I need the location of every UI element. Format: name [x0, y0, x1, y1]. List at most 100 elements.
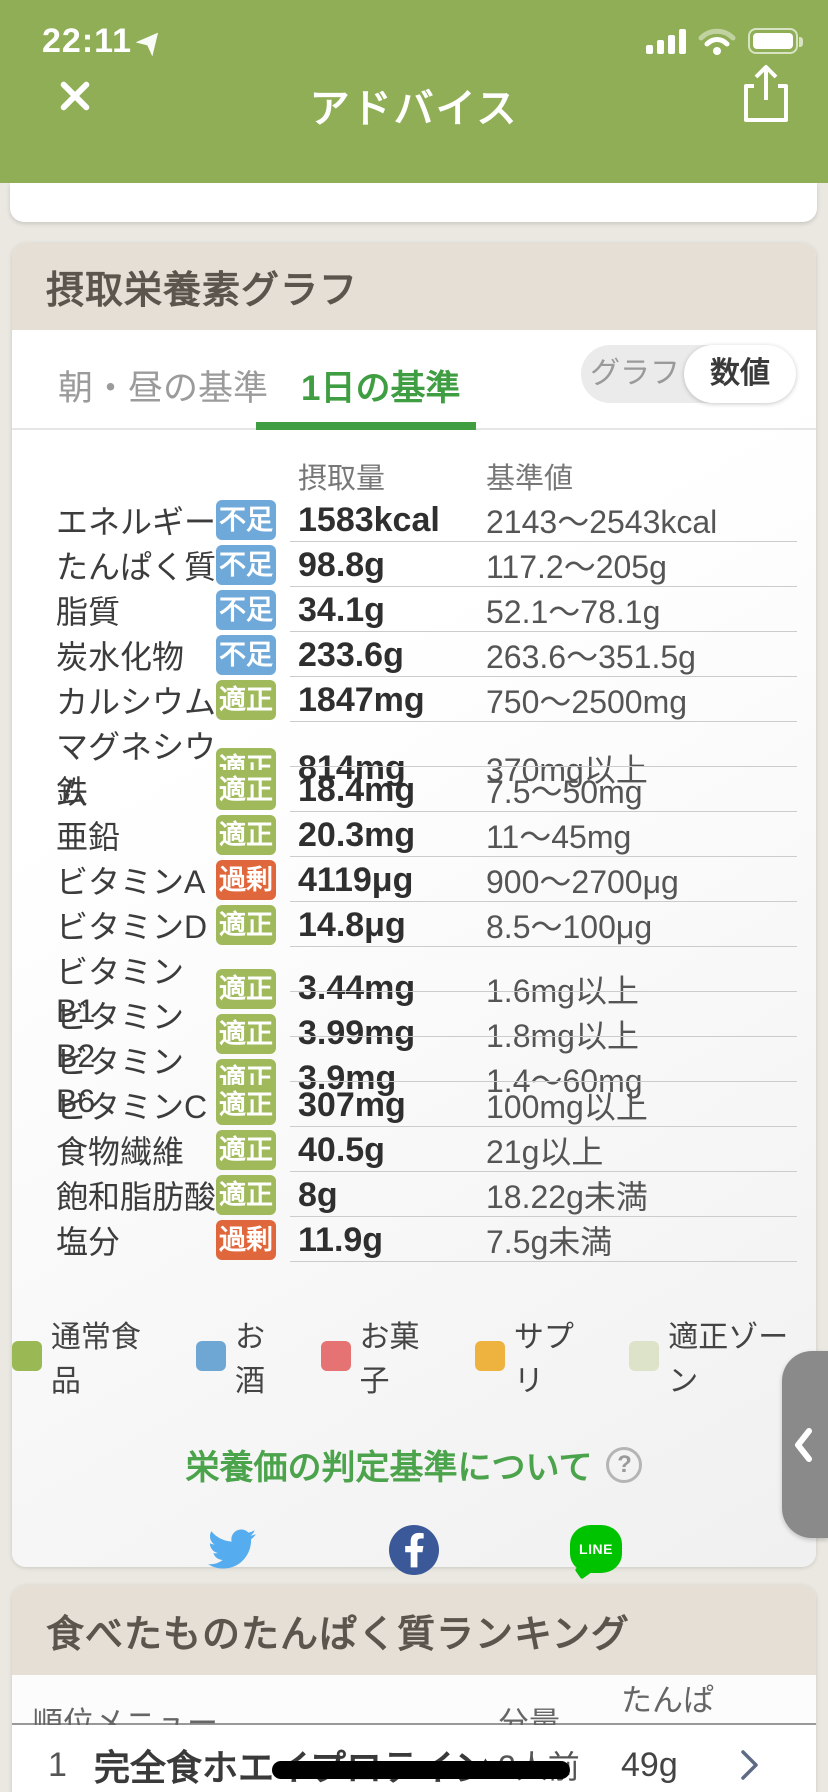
- clock-text: 22:11: [42, 21, 133, 60]
- nutrient-row: たんぱく質 不足 98.8g 117.2〜205g: [12, 542, 816, 587]
- toggle-option-graph[interactable]: グラフ: [590, 357, 680, 390]
- nutrient-label: 塩分: [56, 1224, 121, 1260]
- nutrient-label: ビタミンB2: [56, 999, 185, 1074]
- standard-value: 7.5〜50mg: [486, 774, 643, 810]
- standard-value: 21g以上: [486, 1134, 604, 1170]
- standard-value: 18.22g未満: [486, 1179, 648, 1215]
- nutrient-row: 飽和脂肪酸 適正 8g 18.22g未満: [12, 1172, 816, 1217]
- intake-value: 18.4mg: [298, 770, 416, 809]
- ranking-rank: 1: [48, 1745, 67, 1784]
- col-intake: 摂取量: [298, 463, 386, 495]
- tab-daily-standard[interactable]: 1日の基準: [301, 360, 460, 411]
- intake-value: 34.1g: [298, 590, 385, 629]
- signal-icon: [646, 28, 686, 54]
- legend-swatch: [629, 1341, 660, 1371]
- intake-value: 20.3mg: [298, 815, 416, 854]
- nutrient-label: エネルギー: [56, 504, 217, 540]
- standard-value: 900〜2700μg: [486, 864, 679, 900]
- side-drawer-tab[interactable]: [782, 1351, 828, 1538]
- nutrient-graph-card: 摂取栄養素グラフ 朝・昼の基準 1日の基準 グラフ 数値 摂取量 基準値 エネル…: [12, 243, 816, 1623]
- status-badge-cell: 過剰: [216, 1220, 298, 1260]
- standard-value: 7.5g未満: [486, 1224, 613, 1260]
- page-title: アドバイス: [309, 87, 519, 131]
- tab-bar: 朝・昼の基準 1日の基準 グラフ 数値: [12, 330, 816, 430]
- status-badge-cell: 適正: [216, 1013, 298, 1054]
- status-badge-cell: 適正: [216, 1175, 298, 1215]
- intake-value: 307mg: [298, 1085, 406, 1124]
- share-icon[interactable]: [740, 62, 792, 129]
- ranking-row[interactable]: 1完全食ホエイプロテイン ベリ…2人前49g: [12, 1725, 816, 1792]
- status-badge-cell: 適正: [216, 905, 298, 945]
- nutrient-row: 脂質 不足 34.1g 52.1〜78.1g: [12, 587, 816, 632]
- status-badge-cell: 不足: [216, 545, 298, 585]
- status-badge-cell: 過剰: [216, 860, 298, 900]
- intake-value: 3.99mg: [298, 1014, 416, 1052]
- location-arrow-icon: [136, 26, 167, 57]
- ranking-protein: 49g: [621, 1745, 678, 1784]
- nutrient-row: カルシウム 適正 1847mg 750〜2500mg: [12, 677, 816, 722]
- help-icon[interactable]: ?: [606, 1446, 643, 1483]
- status-badge-cell: 不足: [216, 590, 298, 630]
- intake-value: 11.9g: [298, 1220, 384, 1259]
- nutrient-rows: エネルギー 不足 1583kcal 2143〜2543kcal たんぱく質 不足 98.8g…: [12, 497, 816, 1262]
- protein-ranking-card: 食べたものたんぱく質ランキング 順位 メニュー 分量 たんぱく質 1完全食ホエイ…: [12, 1585, 816, 1792]
- intake-value: 3.44mg: [298, 969, 416, 1007]
- status-badge: 適正: [216, 1130, 276, 1170]
- legend-swatch: [320, 1341, 351, 1371]
- previous-card-fragment: [10, 183, 817, 222]
- legend-item: 通常食品: [12, 1312, 170, 1400]
- nutrient-row: 食物繊維 適正 40.5g 21g以上: [12, 1127, 816, 1172]
- status-badge-cell: 適正: [216, 680, 298, 720]
- intake-value: 1583kcal: [298, 500, 440, 539]
- status-badge: 過剰: [216, 1220, 276, 1260]
- legend-item: お菓子: [320, 1312, 449, 1400]
- toggle-option-value[interactable]: 数値: [684, 345, 796, 403]
- ranking-rows: 1完全食ホエイプロテイン ベリ…2人前49g: [12, 1725, 816, 1792]
- status-badge: 適正: [216, 1085, 276, 1125]
- status-badge: 適正: [216, 905, 276, 945]
- standard-value: 370mg以上: [486, 752, 648, 788]
- criteria-link[interactable]: 栄養価の判定基準について: [185, 1449, 593, 1487]
- nutrient-row: マグネシウム 適正 814mg 370mg以上: [12, 722, 816, 811]
- graph-value-toggle[interactable]: グラフ 数値: [581, 345, 796, 403]
- legend-label: 適正ゾーン: [668, 1321, 789, 1398]
- nutrient-label: ビタミンB6: [56, 1044, 185, 1119]
- intake-value: 14.8μg: [298, 905, 406, 944]
- legend-item: サプリ: [475, 1312, 603, 1400]
- tab-morning-lunch-standard[interactable]: 朝・昼の基準: [58, 360, 268, 411]
- nutrient-label: 炭水化物: [56, 639, 185, 675]
- standard-value: 8.5〜100μg: [486, 909, 653, 945]
- line-icon: LINE: [570, 1525, 622, 1573]
- nutrient-row: 炭水化物 不足 233.6g 263.6〜351.5g: [12, 632, 816, 677]
- nutrient-label: カルシウム: [56, 684, 217, 720]
- nav-bar: アドバイス: [0, 60, 828, 150]
- chevron-left-icon: [795, 1427, 812, 1462]
- intake-value: 3.9mg: [298, 1059, 397, 1097]
- battery-icon: [748, 28, 803, 54]
- status-badge: 適正: [216, 968, 276, 1009]
- nutrient-table-header: 摂取量 基準値: [12, 455, 816, 497]
- status-badge: 過剰: [216, 860, 276, 900]
- standard-value: 52.1〜78.1g: [486, 594, 661, 630]
- nutrient-label: たんぱく質: [56, 549, 217, 585]
- status-badge-cell: 適正: [216, 1130, 298, 1170]
- nutrient-label: ビタミンD: [56, 909, 208, 945]
- status-badge-cell: 不足: [216, 500, 298, 540]
- intake-value: 98.8g: [298, 545, 385, 584]
- nutrient-label: 脂質: [56, 594, 121, 630]
- legend-label: お菓子: [359, 1321, 420, 1398]
- redaction-bar: [272, 1761, 570, 1779]
- legend-swatch: [475, 1341, 505, 1371]
- nutrient-label: ビタミンC: [56, 1089, 208, 1125]
- standard-value: 11〜45mg: [486, 819, 632, 855]
- status-badge: 不足: [216, 635, 276, 675]
- nutrient-table: 摂取量 基準値 エネルギー 不足 1583kcal 2143〜2543kcal たんぱく…: [12, 430, 816, 1262]
- status-badge-cell: 適正: [216, 968, 298, 1009]
- legend-item: 適正ゾーン: [629, 1312, 816, 1400]
- nutrient-row: 鉄 適正 18.4mg 7.5〜50mg: [12, 767, 816, 812]
- ranking-section-header: 食べたものたんぱく質ランキング: [12, 1585, 816, 1675]
- nutrient-section-title: 摂取栄養素グラフ: [46, 270, 359, 312]
- nutrient-row: ビタミンB6 適正 3.9mg 1.4〜60mg: [12, 1037, 816, 1119]
- intake-value: 4119μg: [298, 860, 414, 899]
